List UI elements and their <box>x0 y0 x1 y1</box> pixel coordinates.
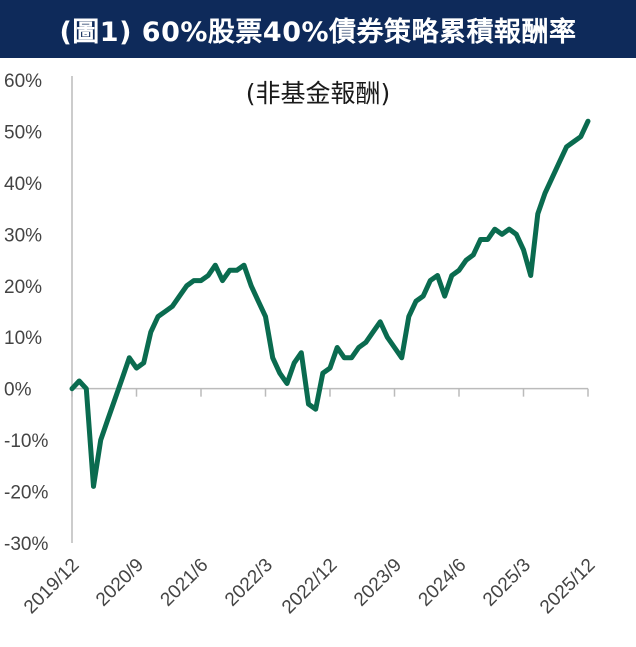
y-tick-label: 60% <box>4 71 42 92</box>
y-tick-label: 40% <box>4 174 42 195</box>
x-axis: 2019/12 2020/9 2021/6 2022/3 2022/12 2023/9 20… <box>20 555 599 618</box>
x-tick-label: 2020/9 <box>92 555 148 611</box>
y-tick-label: 30% <box>4 225 42 246</box>
chart-title-banner: (圖1) 60%股票40%債券策略累積報酬率 <box>0 0 636 58</box>
chart-subtitle: (非基金報酬) <box>245 79 391 108</box>
x-tick-label: 2022/3 <box>221 555 277 611</box>
y-tick-label: 0% <box>4 380 32 401</box>
y-tick-label: -30% <box>4 534 48 555</box>
series-line-cumulative-return <box>69 118 591 489</box>
x-tick-label: 2025/12 <box>536 555 599 618</box>
y-axis: 60% 50% 40% 30% 20% 10% 0% -10% -20% -30% <box>4 71 48 555</box>
x-tick-label: 2019/12 <box>20 555 83 618</box>
x-tick-label: 2021/6 <box>157 555 213 611</box>
y-tick-label: -10% <box>4 431 48 452</box>
chart-title: (圖1) 60%股票40%債券策略累積報酬率 <box>59 16 577 48</box>
x-tick-label: 2024/6 <box>415 555 471 611</box>
x-tick-label: 2023/9 <box>350 555 406 611</box>
x-tick-label: 2022/12 <box>278 555 341 618</box>
y-tick-label: 50% <box>4 122 42 143</box>
y-tick-label: 10% <box>4 328 42 349</box>
x-tick-label: 2025/3 <box>479 555 535 611</box>
y-tick-label: -20% <box>4 483 48 504</box>
x-tick-marks <box>71 388 589 397</box>
y-tick-label: 20% <box>4 277 42 298</box>
